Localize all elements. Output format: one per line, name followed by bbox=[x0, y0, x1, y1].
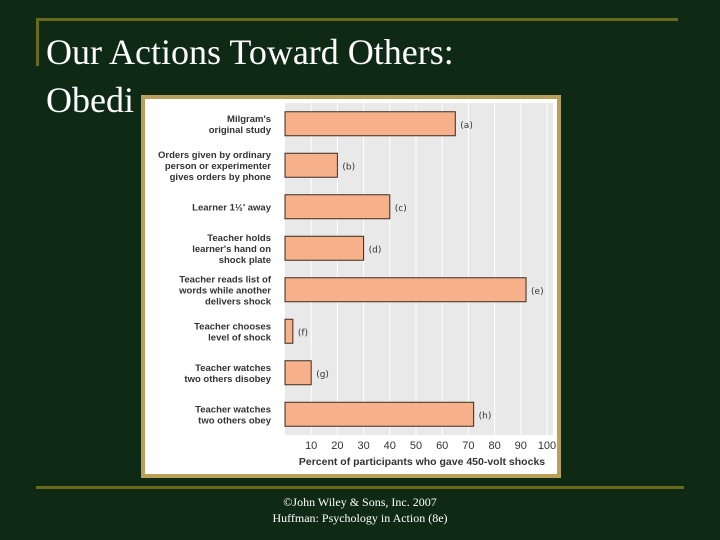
category-label-2-line-3: gives orders by phone bbox=[170, 172, 271, 183]
x-axis-label: Percent of participants who gave 450-vol… bbox=[299, 456, 545, 468]
bar-label-1: (a) bbox=[460, 121, 473, 131]
chart-figure: (a) Milgram's original study (b) Orders give… bbox=[141, 95, 561, 478]
bar-label-4: (d) bbox=[369, 245, 382, 255]
bar-1 bbox=[284, 111, 456, 137]
slide-title-line-2: Obedi bbox=[46, 80, 134, 120]
category-label-6-line-1: Teacher chooses bbox=[194, 321, 271, 332]
bar-4 bbox=[284, 235, 365, 261]
x-tick-30: 30 bbox=[357, 440, 369, 452]
bar-label-5: (e) bbox=[531, 287, 544, 297]
slide-footer: ©John Wiley & Sons, Inc. 2007 Huffman: P… bbox=[0, 494, 720, 526]
category-label-5-line-3: delivers shock bbox=[205, 296, 272, 307]
top-rule bbox=[36, 18, 678, 21]
category-label-7-line-2: two others disobey bbox=[184, 374, 271, 385]
x-tick-10: 10 bbox=[305, 440, 317, 452]
footer-copyright: ©John Wiley & Sons, Inc. 2007 bbox=[283, 495, 437, 509]
left-rule bbox=[36, 18, 39, 66]
x-tick-60: 60 bbox=[436, 440, 448, 452]
category-label-6-line-2: level of shock bbox=[208, 332, 272, 343]
category-label-1-line-1: Milgram's bbox=[227, 114, 271, 125]
category-label-5-line-1: Teacher reads list of bbox=[179, 274, 272, 285]
x-tick-100: 100 bbox=[538, 440, 556, 452]
bar-label-8: (h) bbox=[479, 411, 492, 421]
bar-5 bbox=[284, 277, 527, 303]
bar-label-3: (c) bbox=[395, 204, 407, 214]
footer-source: Huffman: Psychology in Action (8e) bbox=[272, 511, 448, 525]
category-label-7-line-1: Teacher watches bbox=[195, 363, 271, 374]
bottom-rule bbox=[36, 486, 684, 489]
category-label-1-line-2: original study bbox=[209, 125, 272, 136]
x-tick-40: 40 bbox=[384, 440, 396, 452]
category-label-5-line-2: words while another bbox=[178, 285, 271, 296]
bar-8 bbox=[284, 401, 475, 427]
slide-title-line-1: Our Actions Toward Others: bbox=[46, 32, 454, 72]
category-label-2-line-1: Orders given by ordinary bbox=[158, 150, 272, 161]
category-label-4-line-1: Teacher holds bbox=[207, 233, 271, 244]
category-label-4-line-3: shock plate bbox=[219, 255, 271, 266]
x-tick-20: 20 bbox=[331, 440, 343, 452]
x-tick-50: 50 bbox=[410, 440, 422, 452]
bar-2 bbox=[284, 152, 338, 178]
x-tick-80: 80 bbox=[488, 440, 500, 452]
category-label-3-line-1: Learner 1½' away bbox=[192, 202, 272, 213]
chart-figure-inner: (a) Milgram's original study (b) Orders give… bbox=[145, 99, 557, 474]
category-label-4-line-2: learner's hand on bbox=[192, 244, 271, 255]
bar-label-6: (f) bbox=[298, 328, 308, 338]
bar-label-7: (g) bbox=[316, 370, 329, 380]
bar-6 bbox=[284, 318, 294, 344]
bar-label-2: (b) bbox=[342, 162, 355, 172]
category-label-2-line-2: person or experimenter bbox=[165, 161, 271, 172]
bar-7 bbox=[284, 360, 312, 386]
x-tick-90: 90 bbox=[515, 440, 527, 452]
category-label-8-line-1: Teacher watches bbox=[195, 404, 271, 415]
category-label-8-line-2: two others obey bbox=[198, 415, 272, 426]
x-tick-70: 70 bbox=[462, 440, 474, 452]
bar-3 bbox=[284, 194, 391, 220]
slide-title: Our Actions Toward Others: Obedi bbox=[46, 28, 686, 124]
